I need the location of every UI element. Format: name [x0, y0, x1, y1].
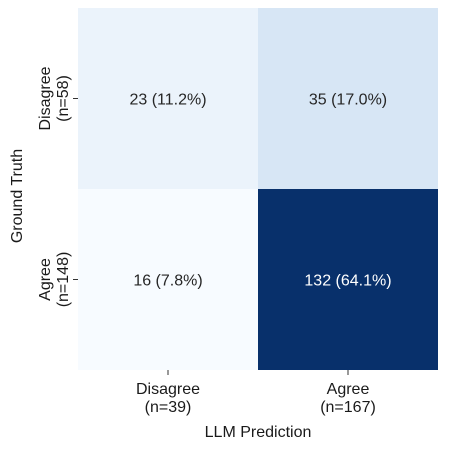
cell-label-r1-c1: 132 (64.1%) — [304, 273, 391, 290]
x-axis-label: LLM Prediction — [205, 424, 312, 441]
x-tick-count-1: (n=167) — [320, 399, 376, 416]
x-tick-count-0: (n=39) — [145, 399, 192, 416]
cell-label-r0-c0: 23 (11.2%) — [129, 92, 206, 109]
y-tick-count-0: (n=58) — [55, 75, 72, 122]
axis-ticks: Disagree(n=39)Agree(n=167)Disagree (n=58)… — [37, 66, 376, 416]
heatmap-cell-r1-c1 — [258, 189, 438, 370]
heatmap-cells — [78, 8, 438, 370]
y-axis-label: Ground Truth — [9, 149, 26, 243]
y-tick-label-0: Disagree — [37, 66, 54, 130]
x-tick-label-1: Agree — [327, 381, 370, 398]
y-tick-label-1: Agree — [37, 258, 54, 301]
cell-label-r0-c1: 35 (17.0%) — [309, 92, 387, 109]
heatmap-cell-r1-c0 — [78, 189, 258, 370]
heatmap-cell-r0-c0 — [78, 8, 258, 189]
heatmap-cell-labels: 23 (11.2%) 35 (17.0%) 16 (7.8%) 132 (64.1%) — [129, 92, 391, 290]
x-tick-label-0: Disagree — [136, 381, 200, 398]
heatmap-cell-r0-c1 — [258, 8, 438, 189]
y-tick-count-1: (n=148) — [55, 252, 72, 308]
cell-label-r1-c0: 16 (7.8%) — [133, 273, 202, 290]
